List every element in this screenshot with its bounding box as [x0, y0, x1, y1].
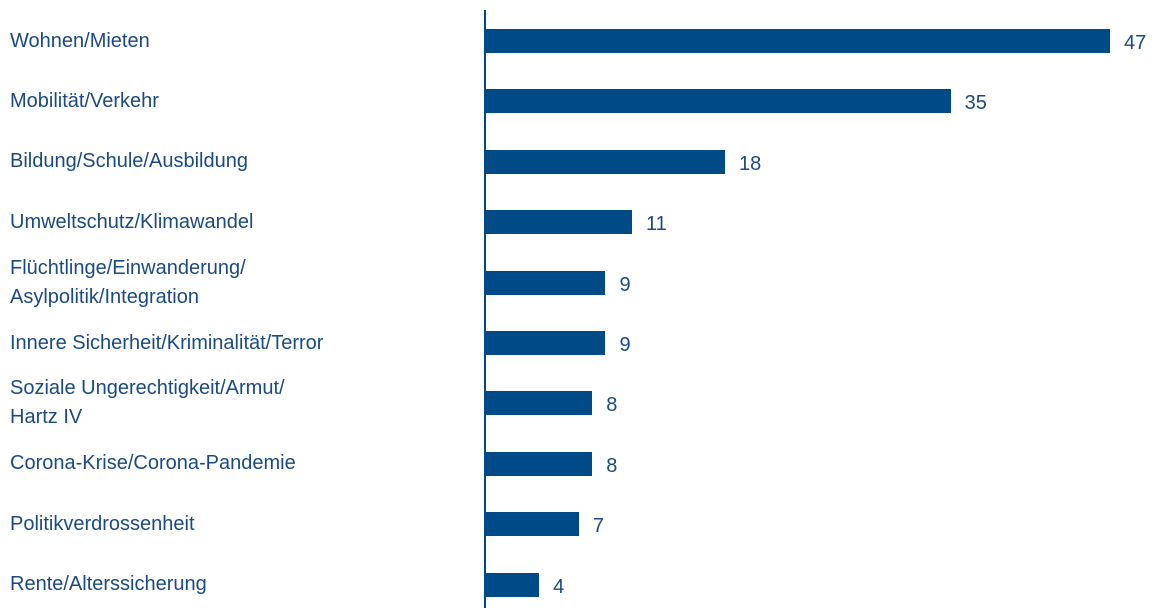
bar: [486, 572, 540, 597]
bar: [486, 270, 606, 295]
value-label: 9: [619, 334, 631, 356]
value-label: 35: [964, 92, 987, 115]
bar: [486, 512, 579, 537]
value-label: 47: [1124, 32, 1147, 54]
value-label: 11: [646, 213, 667, 236]
bar: [486, 331, 606, 355]
value-label: 7: [592, 515, 605, 538]
value-label: 8: [606, 454, 618, 477]
category-label: Wohnen/Mieten: [10, 29, 150, 52]
value-label: 9: [619, 273, 631, 296]
category-label: Corona-Krise/Corona-Pandemie: [10, 452, 296, 475]
bar: [486, 210, 633, 235]
category-label: Flüchtlinge/Einwanderung/ Asylpolitik/In…: [10, 256, 246, 308]
category-label: Mobilität/Verkehr: [10, 89, 159, 112]
category-label: Politikverdrossenheit: [10, 512, 195, 535]
category-label: Soziale Ungerechtigkeit/Armut/ Hartz IV: [10, 377, 285, 429]
category-label: Innere Sicherheit/Kriminalität/Terror: [10, 331, 324, 354]
bar: [486, 89, 951, 114]
bar: [486, 149, 725, 174]
value-label: 4: [553, 575, 565, 598]
value-label: 8: [606, 394, 618, 417]
bar: [486, 451, 593, 476]
axis-line: [484, 10, 486, 608]
category-label: Bildung/Schule/Ausbildung: [10, 150, 248, 173]
bar: [486, 391, 593, 416]
category-label: Rente/Alterssicherung: [10, 573, 207, 596]
category-label: Umweltschutz/Klimawandel: [10, 210, 254, 233]
bar: [486, 29, 1110, 53]
value-label: 18: [738, 152, 762, 175]
